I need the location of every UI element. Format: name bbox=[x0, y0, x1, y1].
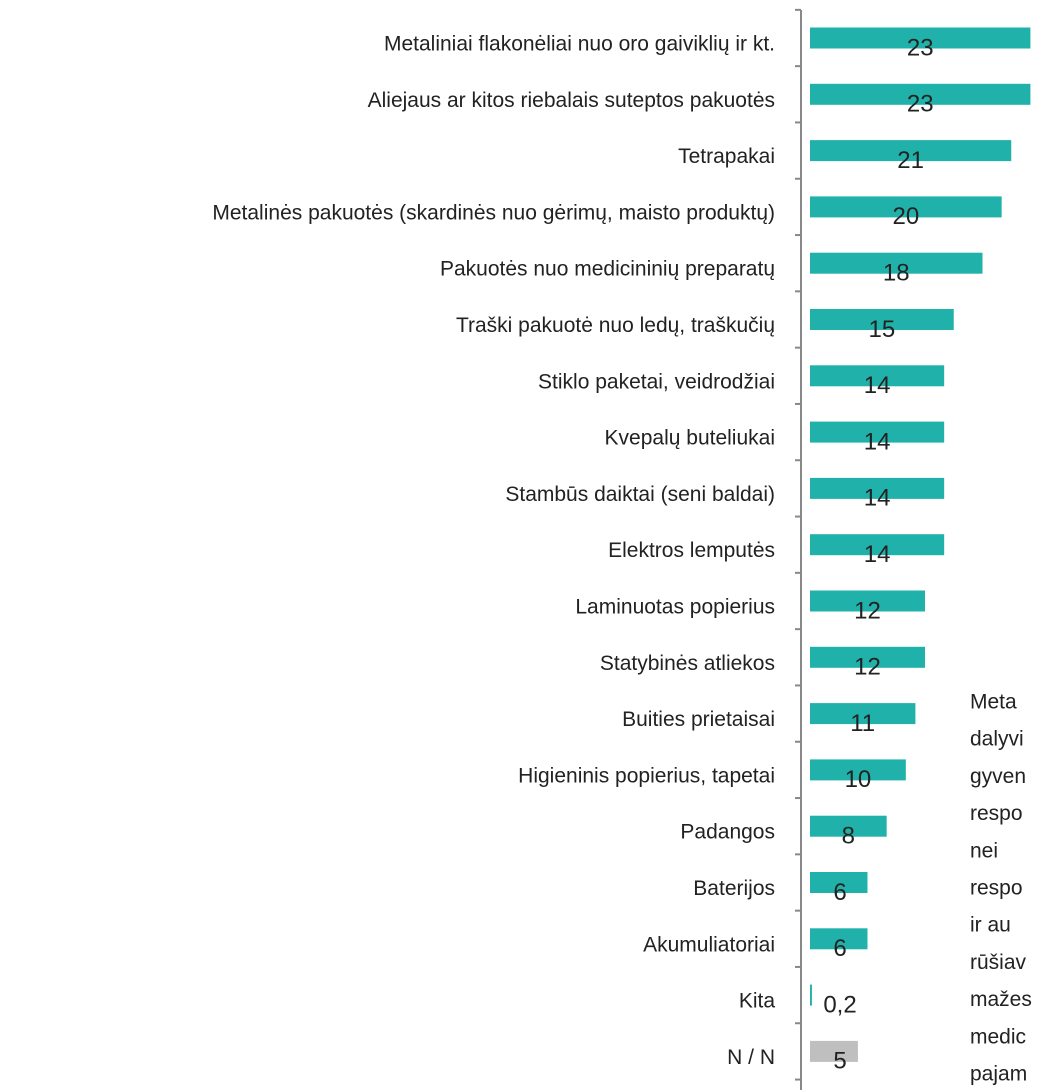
annotation-line: dalyvi bbox=[970, 728, 1024, 751]
category-label: Padangos bbox=[680, 821, 775, 844]
value-label: 6 bbox=[833, 879, 846, 906]
bar bbox=[810, 252, 983, 274]
category-label: Statybinės atliekos bbox=[600, 652, 775, 675]
value-label: 14 bbox=[864, 428, 891, 455]
category-label: Stiklo paketai, veidrodžiai bbox=[538, 370, 775, 393]
value-label: 21 bbox=[897, 147, 924, 174]
annotation-line: nei bbox=[970, 839, 998, 862]
bar bbox=[810, 421, 945, 443]
category-label: Metaliniai flakonėliai nuo oro gaiviklių… bbox=[384, 33, 775, 56]
bar bbox=[810, 872, 868, 893]
bar bbox=[810, 477, 945, 499]
value-label: 20 bbox=[892, 203, 919, 230]
category-label: Pakuotės nuo medicininių preparatų bbox=[440, 258, 775, 281]
category-label: Kvepalų buteliukai bbox=[605, 427, 775, 450]
bar bbox=[810, 140, 1012, 162]
bar bbox=[810, 534, 945, 556]
bar bbox=[810, 27, 1031, 49]
category-label: Tetrapakai bbox=[678, 145, 775, 168]
bar bbox=[810, 83, 1031, 105]
value-label: 5 bbox=[833, 1048, 846, 1075]
bar bbox=[810, 703, 916, 725]
annotation-line: gyven bbox=[970, 765, 1026, 788]
category-label: N / N bbox=[727, 1046, 775, 1069]
category-label: Baterijos bbox=[693, 877, 775, 900]
value-label: 12 bbox=[854, 597, 881, 624]
value-label: 23 bbox=[907, 91, 934, 118]
value-label: 14 bbox=[864, 372, 891, 399]
annotation-line: respo bbox=[970, 802, 1023, 825]
category-label: Metalinės pakuotės (skardinės nuo gėrimų… bbox=[212, 201, 775, 224]
bar bbox=[810, 196, 1002, 218]
category-label: Aliejaus ar kitos riebalais suteptos pak… bbox=[368, 89, 775, 112]
annotation-line: rūšiav bbox=[970, 951, 1027, 974]
annotation-line: respo bbox=[970, 877, 1023, 900]
category-label: Elektros lemputės bbox=[608, 539, 775, 562]
value-label: 0,2 bbox=[823, 991, 856, 1018]
value-label: 6 bbox=[833, 935, 846, 962]
bar bbox=[810, 590, 925, 612]
category-label: Kita bbox=[739, 990, 776, 1013]
value-label: 8 bbox=[842, 823, 855, 850]
bar bbox=[810, 815, 887, 837]
annotation-line: mažes bbox=[970, 988, 1032, 1011]
value-label: 11 bbox=[850, 710, 875, 737]
value-label: 18 bbox=[883, 260, 910, 287]
annotation-line: Meta bbox=[970, 691, 1017, 714]
value-label: 15 bbox=[869, 316, 896, 343]
category-label: Laminuotas popierius bbox=[575, 596, 775, 619]
bar bbox=[810, 928, 868, 950]
value-label: 14 bbox=[864, 541, 891, 568]
annotation-line: pajam bbox=[970, 1063, 1027, 1086]
bar bbox=[810, 759, 906, 781]
value-label: 10 bbox=[845, 766, 872, 793]
category-label: Traški pakuotė nuo ledų, traškučių bbox=[456, 314, 775, 337]
value-label: 14 bbox=[864, 485, 891, 512]
annotation-line: medic bbox=[970, 1025, 1026, 1048]
value-label: 23 bbox=[907, 34, 934, 61]
bar bbox=[810, 309, 954, 330]
bar bbox=[810, 984, 812, 1006]
bar bbox=[810, 1040, 858, 1062]
value-label: 12 bbox=[854, 654, 881, 681]
annotation-line: ir au bbox=[970, 914, 1011, 937]
category-label: Akumuliatoriai bbox=[643, 933, 775, 956]
category-label: Buities prietaisai bbox=[622, 708, 775, 731]
bar bbox=[810, 646, 925, 668]
category-label: Stambūs daiktai (seni baldai) bbox=[505, 483, 775, 506]
category-label: Higieninis popierius, tapetai bbox=[518, 764, 775, 787]
bar bbox=[810, 365, 945, 387]
